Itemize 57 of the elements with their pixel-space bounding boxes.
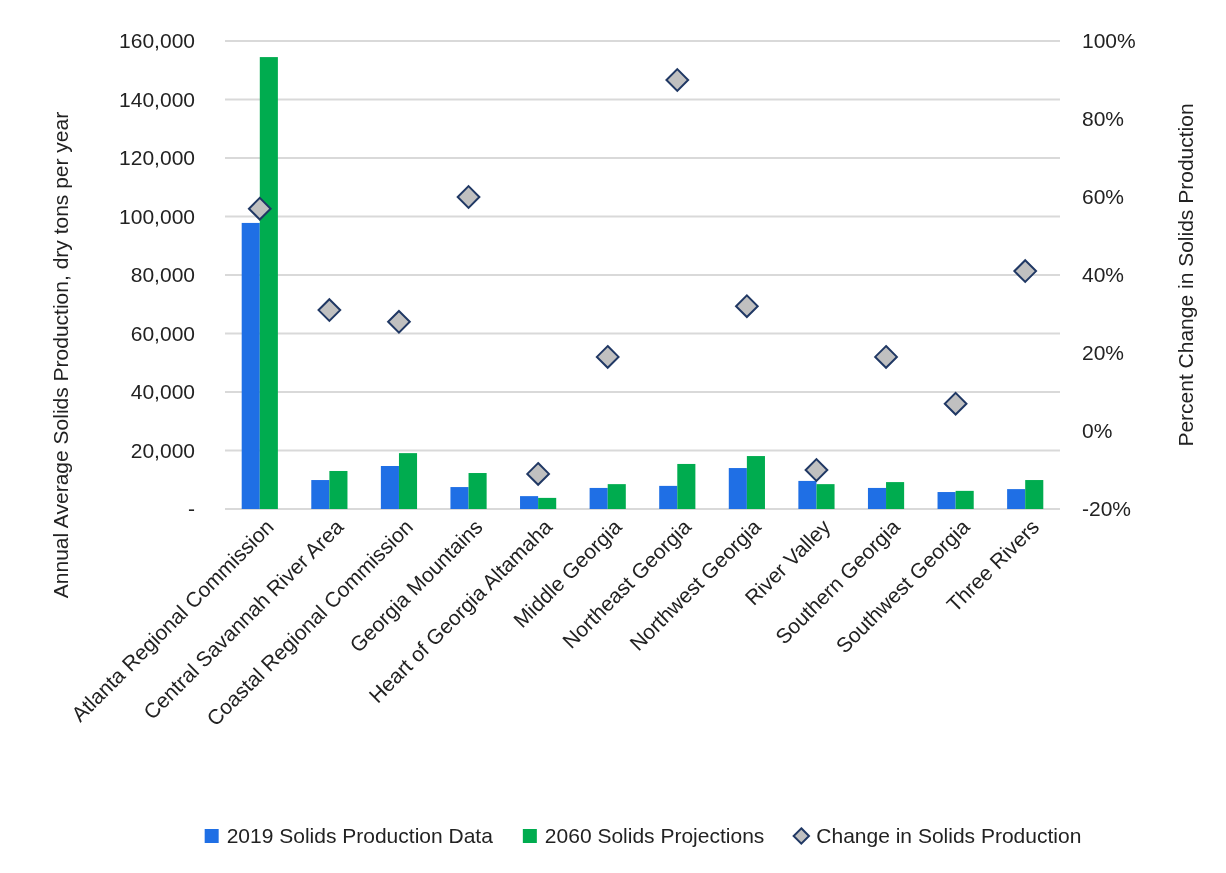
bar bbox=[728, 468, 747, 509]
bar bbox=[867, 487, 887, 509]
legend-label: 2060 Solids Projections bbox=[544, 824, 765, 848]
y-tick-label: 40,000 bbox=[130, 380, 195, 404]
legend-label: 2019 Solids Production Data bbox=[226, 824, 494, 848]
point bbox=[1013, 259, 1038, 283]
y-tick-label: 120,000 bbox=[119, 146, 195, 170]
y2-tick-label: 100% bbox=[1082, 29, 1136, 53]
point bbox=[943, 391, 968, 416]
y2-axis-title: Percent Change in Solids Production bbox=[1174, 103, 1197, 447]
bar bbox=[816, 484, 835, 509]
y-tick-label: 140,000 bbox=[119, 87, 195, 111]
point bbox=[665, 68, 690, 92]
bar bbox=[955, 490, 974, 509]
bar bbox=[659, 485, 678, 509]
bar bbox=[259, 57, 278, 509]
legend-label: Change in Solids Production bbox=[816, 824, 1082, 848]
point bbox=[317, 298, 342, 322]
bar bbox=[398, 453, 418, 509]
bar bbox=[468, 473, 487, 509]
point bbox=[387, 309, 411, 334]
point bbox=[595, 345, 620, 369]
bar bbox=[607, 484, 626, 509]
bar bbox=[520, 496, 539, 509]
point bbox=[804, 458, 829, 482]
point bbox=[247, 196, 272, 221]
y2-tick-label: 80% bbox=[1082, 107, 1125, 131]
bar bbox=[798, 480, 817, 509]
bar bbox=[241, 222, 260, 509]
y-tick-label: 160,000 bbox=[119, 29, 195, 53]
y-tick-label: 20,000 bbox=[130, 438, 195, 462]
y2-tick-label: 0% bbox=[1082, 419, 1113, 443]
bar bbox=[886, 482, 905, 509]
bar bbox=[677, 463, 696, 509]
point bbox=[456, 185, 481, 209]
point bbox=[526, 462, 550, 486]
point bbox=[735, 294, 759, 319]
y-axis-title: Annual Average Solids Production, dry tons per year bbox=[49, 111, 72, 599]
bar bbox=[937, 492, 956, 509]
y2-tick-label: 60% bbox=[1082, 185, 1125, 209]
bar bbox=[1007, 489, 1026, 509]
bar bbox=[589, 487, 608, 509]
bar bbox=[746, 456, 765, 509]
y-tick-label: 60,000 bbox=[130, 321, 195, 345]
bar bbox=[311, 480, 330, 509]
y-tick-label: 80,000 bbox=[130, 263, 195, 287]
bar bbox=[380, 466, 399, 509]
bar bbox=[329, 470, 348, 509]
y-tick-label: 100,000 bbox=[119, 204, 195, 228]
bar bbox=[1025, 480, 1044, 509]
y-tick-label: - bbox=[188, 497, 195, 521]
point bbox=[874, 345, 898, 369]
y2-tick-label: -20% bbox=[1082, 497, 1132, 521]
y2-tick-label: 40% bbox=[1082, 263, 1125, 287]
y2-tick-label: 20% bbox=[1082, 341, 1125, 365]
bar bbox=[538, 497, 557, 509]
bar bbox=[450, 487, 469, 509]
